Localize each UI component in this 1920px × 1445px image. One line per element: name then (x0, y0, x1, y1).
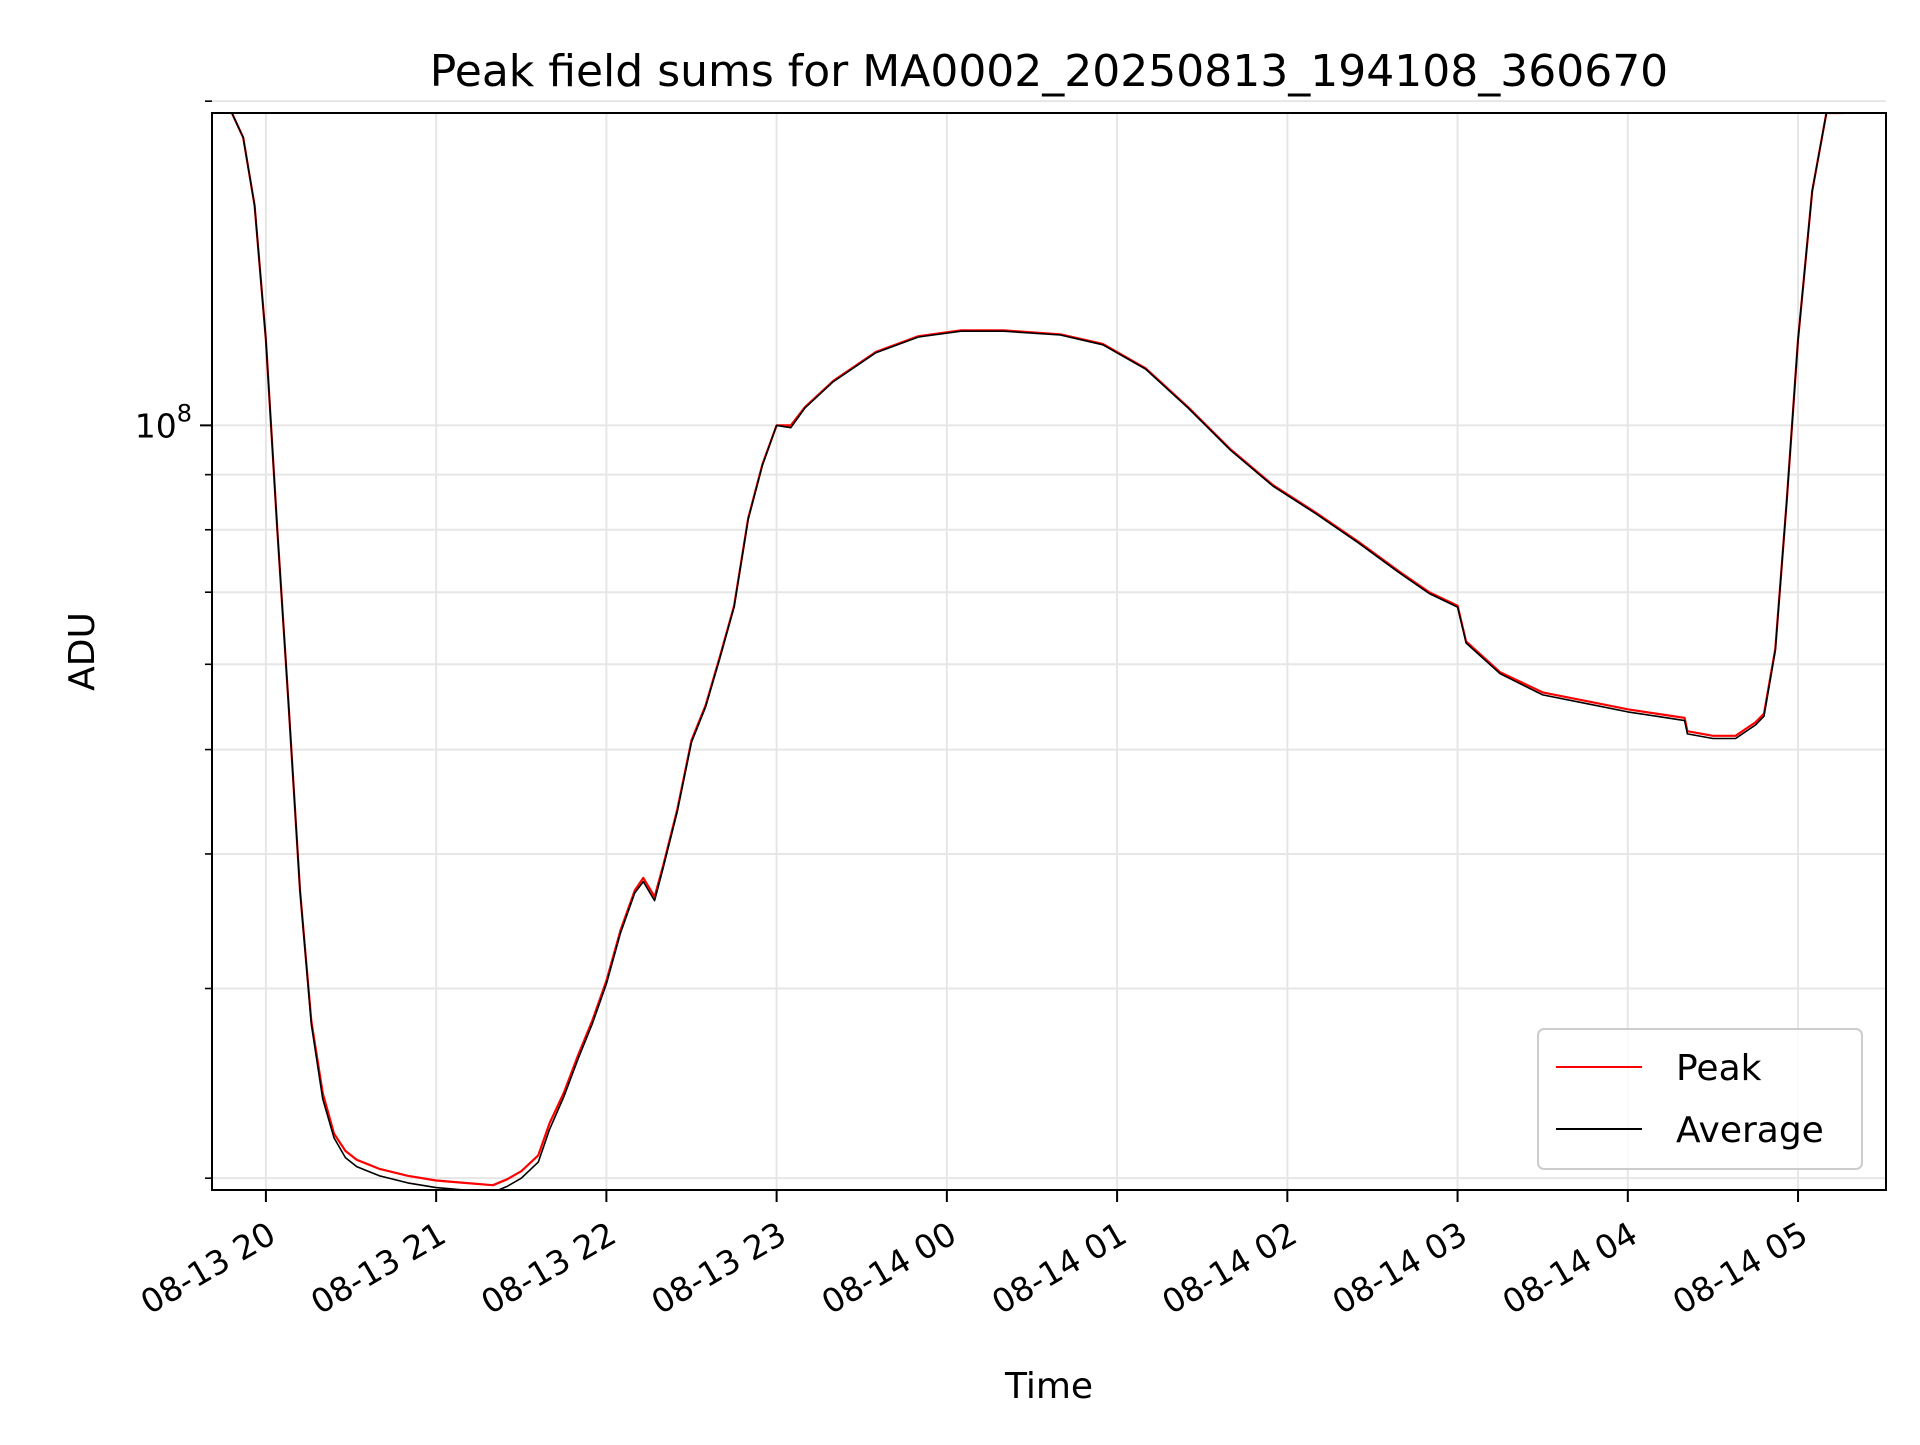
grid (212, 100, 1886, 1190)
y-tick-label: 108 (135, 399, 192, 445)
x-axis-label: Time (1004, 1366, 1093, 1407)
y-tick-label-base: 10 (135, 406, 177, 445)
series-layer (230, 113, 1844, 1190)
chart-title: Peak field sums for MA0002_20250813_1941… (430, 46, 1668, 97)
plot-frame (211, 112, 1887, 1191)
y-axis-label: ADU (62, 612, 103, 691)
y-tick-label-exponent: 8 (177, 399, 192, 427)
legend-box (1537, 1028, 1863, 1170)
legend: Peak Average (1537, 1028, 1863, 1170)
legend-label-peak: Peak (1676, 1048, 1762, 1089)
series-line-average (231, 113, 1844, 1190)
legend-label-average: Average (1676, 1110, 1824, 1151)
